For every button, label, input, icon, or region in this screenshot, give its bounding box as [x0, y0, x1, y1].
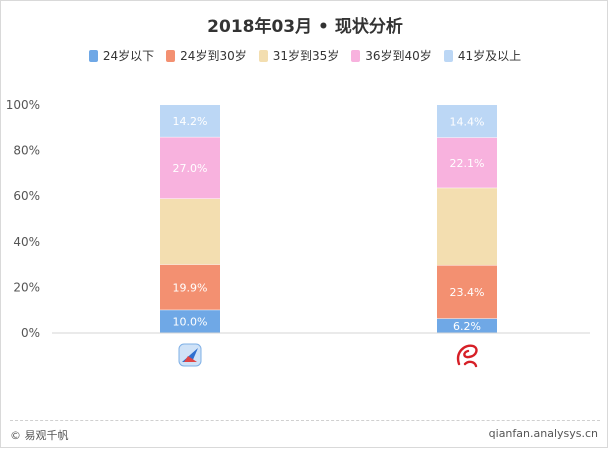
bar-segment — [160, 105, 220, 137]
legend-label: 41岁及以上 — [457, 49, 522, 63]
legend-swatch — [443, 49, 453, 62]
data-label: 23.4% — [450, 286, 485, 299]
footer-divider — [10, 420, 600, 421]
bar-segment — [437, 188, 497, 266]
legend-item: 24岁以下 — [88, 47, 155, 64]
legend: 24岁以下 24岁到30岁 31岁到35岁 36岁到40岁 41岁及以上 — [0, 47, 610, 64]
bar-segment — [437, 137, 497, 188]
copyright-text: © 易观千帆 — [10, 429, 69, 442]
data-label: 14.4% — [450, 115, 485, 128]
bar-segment — [437, 265, 497, 319]
bar-segment — [160, 310, 220, 333]
data-label: 10.0% — [173, 316, 208, 329]
bar-segment — [160, 264, 220, 310]
legend-swatch — [351, 49, 361, 62]
legend-label: 24岁到30岁 — [180, 49, 247, 63]
legend-swatch — [88, 49, 98, 62]
legend-item: 24岁到30岁 — [166, 47, 247, 64]
y-tick-label: 60% — [13, 189, 40, 203]
legend-swatch — [166, 49, 176, 62]
legend-label: 31岁到35岁 — [272, 49, 340, 63]
bar-segment — [437, 318, 497, 333]
legend-item: 41岁及以上 — [443, 47, 522, 64]
data-label: 6.2% — [453, 320, 481, 333]
y-tick-label: 80% — [13, 144, 40, 158]
chart-title: 2018年03月 • 现状分析 — [207, 17, 403, 37]
y-tick-label: 100% — [6, 98, 40, 112]
bar-segment — [437, 105, 497, 138]
legend-item: 36岁到40岁 — [351, 47, 432, 64]
app-icon — [178, 343, 202, 367]
source-url: qianfan.analysys.cn — [488, 427, 598, 440]
legend-swatch — [258, 49, 268, 62]
legend-label: 36岁到40岁 — [365, 49, 432, 63]
bar-segment — [160, 198, 220, 265]
y-tick-label: 20% — [13, 280, 40, 294]
data-label: 19.9% — [173, 282, 208, 295]
data-label: 22.1% — [450, 157, 485, 170]
data-label: 14.2% — [173, 115, 208, 128]
y-tick-label: 0% — [21, 326, 40, 340]
data-label: 27.0% — [173, 162, 208, 175]
legend-item: 31岁到35岁 — [258, 47, 340, 64]
y-tick-label: 40% — [13, 235, 40, 249]
bar-segment — [160, 137, 220, 199]
air-china-phoenix-icon — [456, 344, 478, 368]
legend-label: 24岁以下 — [102, 49, 155, 63]
